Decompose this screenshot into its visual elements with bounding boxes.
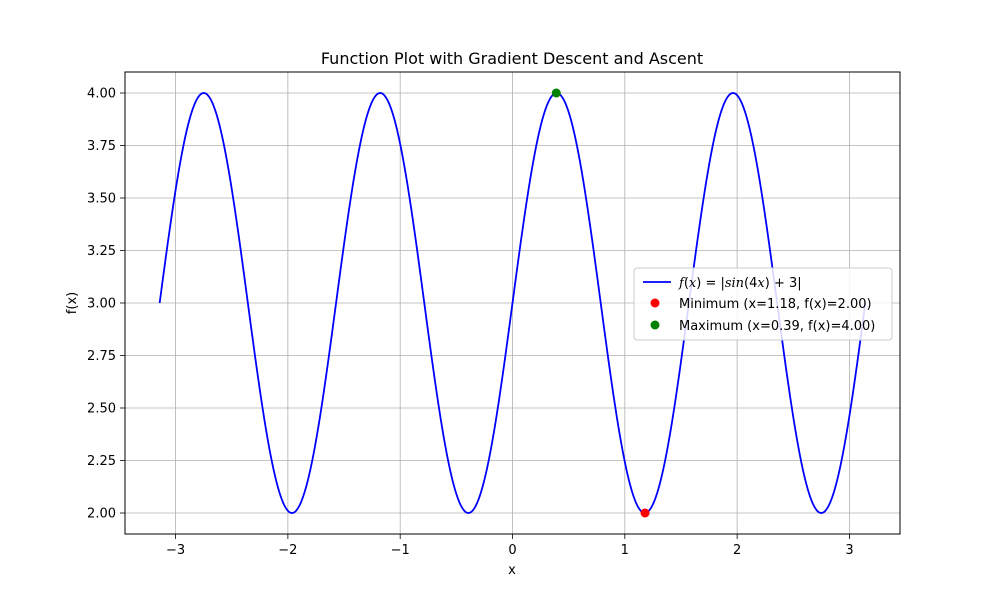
y-tick-label: 4.00 xyxy=(87,87,116,102)
function-curve xyxy=(158,92,867,514)
chart-title: Function Plot with Gradient Descent and … xyxy=(321,49,703,68)
maximum-point xyxy=(551,88,561,98)
y-tick-label: 3.25 xyxy=(87,244,116,259)
x-axis-ticks: −3 −2 −1 0 1 2 3 xyxy=(166,534,854,558)
horizontal-gridlines xyxy=(125,92,900,514)
y-tick-label: 2.50 xyxy=(87,402,116,417)
x-axis-label: x xyxy=(508,563,516,578)
y-tick-label: 3.00 xyxy=(87,297,116,312)
y-tick-label: 3.50 xyxy=(87,192,116,207)
x-tick-label: 0 xyxy=(508,543,516,558)
x-tick-label: 2 xyxy=(733,543,741,558)
x-tick-label: 3 xyxy=(845,543,853,558)
minimum-point xyxy=(640,508,650,518)
y-axis-label: f(x) xyxy=(65,292,80,314)
x-tick-label: 1 xyxy=(621,543,629,558)
y-tick-label: 3.75 xyxy=(87,139,116,154)
legend-minimum-marker xyxy=(650,298,660,308)
legend-entry-function: f(x) = |sin(4x) + 3| xyxy=(678,276,802,291)
legend-entry-minimum: Minimum (x=1.18, f(x)=2.00) xyxy=(679,297,872,312)
y-axis-ticks: 2.00 2.25 2.50 2.75 3.00 3.25 3.50 3.75 4.00 xyxy=(87,87,125,522)
x-tick-label: −3 xyxy=(166,543,185,558)
x-tick-label: −1 xyxy=(391,543,410,558)
marked-points xyxy=(551,88,650,518)
y-tick-label: 2.00 xyxy=(87,507,116,522)
y-tick-label: 2.25 xyxy=(87,454,116,469)
legend-entry-maximum: Maximum (x=0.39, f(x)=4.00) xyxy=(679,319,875,334)
y-tick-label: 2.75 xyxy=(87,349,116,364)
legend-maximum-marker xyxy=(650,320,660,330)
x-tick-label: −2 xyxy=(278,543,297,558)
legend: f(x) = |sin(4x) + 3| Minimum (x=1.18, f(… xyxy=(633,267,893,341)
legend-box xyxy=(633,267,893,341)
